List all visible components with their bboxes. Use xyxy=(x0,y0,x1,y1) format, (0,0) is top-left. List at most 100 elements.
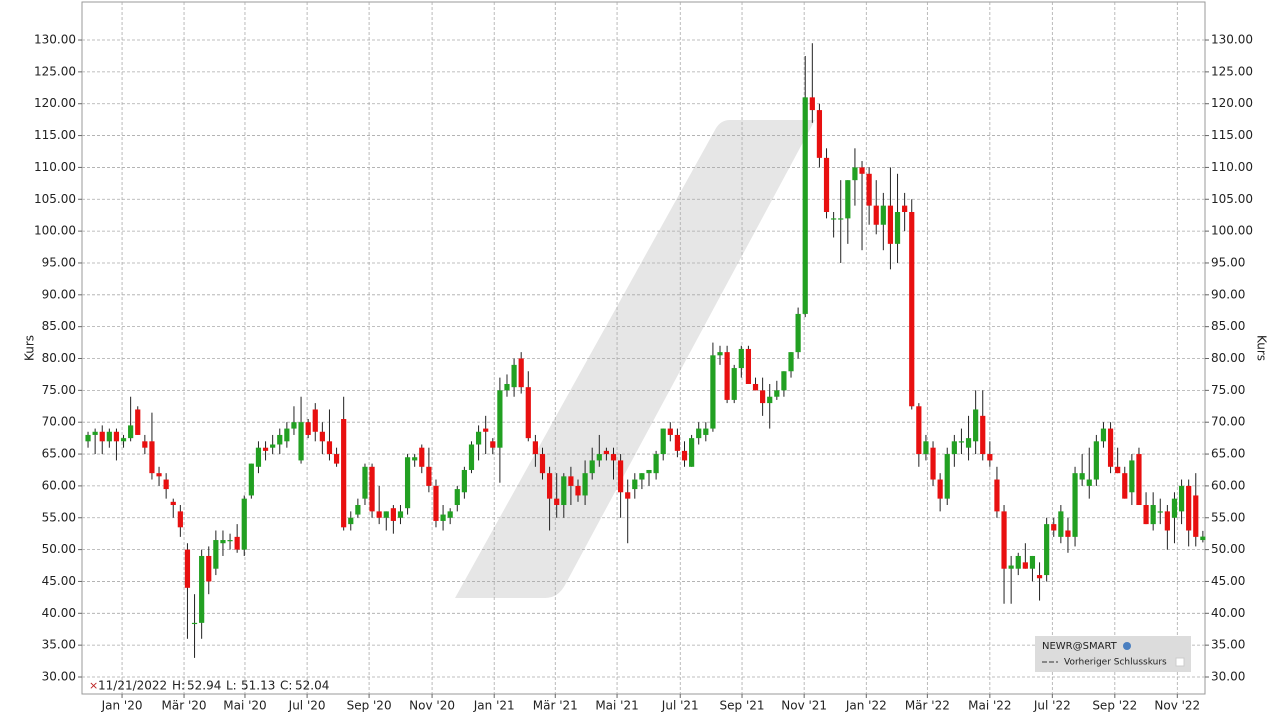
y-tick-label: 35.00 xyxy=(42,638,76,652)
candle-body xyxy=(305,422,311,435)
y2-tick-label: 35.00 xyxy=(1211,638,1245,652)
candle-body xyxy=(128,425,134,439)
candle-body xyxy=(220,540,226,544)
candle-body xyxy=(369,466,375,512)
y2-tick-label: 45.00 xyxy=(1211,574,1245,588)
candle-body xyxy=(1115,466,1121,474)
y2-tick-label: 90.00 xyxy=(1211,287,1245,301)
candle-body xyxy=(1008,565,1014,569)
x-tick-label: Sep '21 xyxy=(720,699,765,713)
candle-body xyxy=(1086,479,1092,486)
candle-body xyxy=(1129,460,1135,493)
candle-body xyxy=(262,447,269,451)
candle-body xyxy=(987,454,993,461)
candle-body xyxy=(539,454,546,474)
candle-body xyxy=(802,97,808,314)
candle-body xyxy=(270,444,276,448)
candle-body xyxy=(568,476,574,486)
y-tick-label: 115.00 xyxy=(34,128,76,142)
y2-tick-label: 80.00 xyxy=(1211,351,1245,365)
candle-body xyxy=(696,428,702,439)
y2-tick-label: 40.00 xyxy=(1211,606,1245,620)
candle-body xyxy=(781,371,787,391)
y-tick-label: 60.00 xyxy=(42,478,76,492)
candle-body xyxy=(490,441,496,448)
x-tick-label: Mär '21 xyxy=(533,699,578,713)
candle-body xyxy=(433,485,439,521)
candle-body xyxy=(333,454,340,464)
y-tick-label: 120.00 xyxy=(34,96,76,110)
y-tick-label: 30.00 xyxy=(42,669,76,683)
y-tick-label: 85.00 xyxy=(42,319,76,333)
legend-checkbox[interactable] xyxy=(1175,657,1185,667)
candle-body xyxy=(760,390,766,404)
candle-body xyxy=(1065,530,1071,537)
candle-body xyxy=(518,358,524,388)
watermark xyxy=(455,120,815,598)
candle-body xyxy=(1044,524,1050,576)
x-tick-label: Nov '20 xyxy=(409,699,455,713)
info-marker: × xyxy=(89,679,98,692)
candle-body xyxy=(213,540,219,569)
y2-tick-label: 70.00 xyxy=(1211,415,1245,429)
candle-body xyxy=(113,431,120,442)
candle-body xyxy=(184,549,191,588)
candle-body xyxy=(916,406,922,455)
candle-body xyxy=(447,511,453,518)
candle-body xyxy=(135,409,141,435)
candle-body xyxy=(497,390,503,448)
info-value: 52.94 xyxy=(187,679,221,693)
candle-body xyxy=(625,492,631,499)
candle-body xyxy=(440,514,446,521)
candle-body xyxy=(582,473,588,496)
candle-body xyxy=(390,508,396,521)
candle-body xyxy=(703,428,709,435)
x-tick-label: Sep '20 xyxy=(347,699,392,713)
candle-body xyxy=(774,390,780,397)
candle-body xyxy=(1193,495,1199,537)
y-tick-label: 40.00 xyxy=(42,606,76,620)
y2-tick-label: 110.00 xyxy=(1211,160,1253,174)
candle-body xyxy=(965,438,972,448)
candle-body xyxy=(426,466,432,486)
plot-frame xyxy=(81,1,1206,695)
info: H: 52.94 L: 51.13 C: 52.04 xyxy=(172,679,329,693)
y2-tick-label: 85.00 xyxy=(1211,319,1245,333)
y2-tick-label: 60.00 xyxy=(1211,478,1245,492)
candle-body xyxy=(404,457,411,509)
candle-body xyxy=(667,428,673,435)
candle-body xyxy=(561,476,567,506)
y2-tick-label: 55.00 xyxy=(1211,510,1245,524)
candle-body xyxy=(383,511,389,518)
candle-body xyxy=(92,431,98,435)
y2-tick-label: 100.00 xyxy=(1211,224,1253,238)
candle-body xyxy=(689,438,695,467)
x-tick-label: Jul '22 xyxy=(1033,699,1071,713)
info-label: C: xyxy=(280,679,292,693)
candle-body xyxy=(1022,562,1028,569)
legend-title: NEWR@SMART xyxy=(1042,641,1118,652)
y-axis-label: Kurs xyxy=(23,335,37,361)
candle-body xyxy=(241,498,247,550)
candle-body xyxy=(1136,454,1142,506)
candle-body xyxy=(468,444,475,470)
y2-tick-label: 115.00 xyxy=(1211,128,1253,142)
candle-body xyxy=(1186,485,1192,531)
candle-body xyxy=(724,352,730,400)
y-tick-label: 75.00 xyxy=(42,383,76,397)
candle-body xyxy=(504,383,510,391)
candle-body xyxy=(1093,441,1099,480)
candle-body xyxy=(1171,498,1178,518)
candle-body xyxy=(639,473,645,480)
y2-tick-label: 75.00 xyxy=(1211,383,1245,397)
candle-body xyxy=(823,157,830,213)
candle-body xyxy=(973,409,979,442)
candle-body xyxy=(312,409,318,432)
candle-body xyxy=(745,348,752,384)
candle-body xyxy=(206,555,212,582)
legend-box xyxy=(1035,636,1191,672)
candle-body xyxy=(454,489,460,506)
candle-body xyxy=(738,348,744,369)
candle-body xyxy=(660,428,666,455)
